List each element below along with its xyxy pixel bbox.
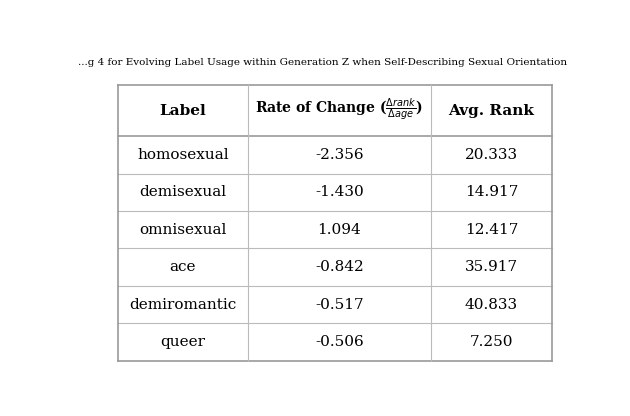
Text: Label: Label xyxy=(159,104,207,118)
Text: 12.417: 12.417 xyxy=(465,223,518,237)
Text: demiromantic: demiromantic xyxy=(129,297,237,312)
Text: ...g 4 for Evolving Label Usage within Generation Z when Self-Describing Sexual : ...g 4 for Evolving Label Usage within G… xyxy=(78,58,568,67)
Text: Avg. Rank: Avg. Rank xyxy=(449,104,534,118)
Text: demisexual: demisexual xyxy=(139,185,227,199)
Text: homosexual: homosexual xyxy=(137,148,229,162)
Text: -1.430: -1.430 xyxy=(315,185,364,199)
Text: 20.333: 20.333 xyxy=(465,148,518,162)
Text: -0.842: -0.842 xyxy=(315,260,364,274)
Text: 7.250: 7.250 xyxy=(470,335,513,349)
Text: -0.506: -0.506 xyxy=(315,335,364,349)
Text: 40.833: 40.833 xyxy=(465,297,518,312)
Text: -2.356: -2.356 xyxy=(315,148,364,162)
Text: ace: ace xyxy=(169,260,196,274)
Text: 35.917: 35.917 xyxy=(465,260,518,274)
Text: omnisexual: omnisexual xyxy=(139,223,227,237)
Text: 14.917: 14.917 xyxy=(465,185,518,199)
Text: queer: queer xyxy=(161,335,205,349)
Text: Rate of Change ($\frac{\Delta rank}{\Delta age}$): Rate of Change ($\frac{\Delta rank}{\Del… xyxy=(255,96,423,122)
Text: -0.517: -0.517 xyxy=(315,297,364,312)
Text: 1.094: 1.094 xyxy=(318,223,361,237)
